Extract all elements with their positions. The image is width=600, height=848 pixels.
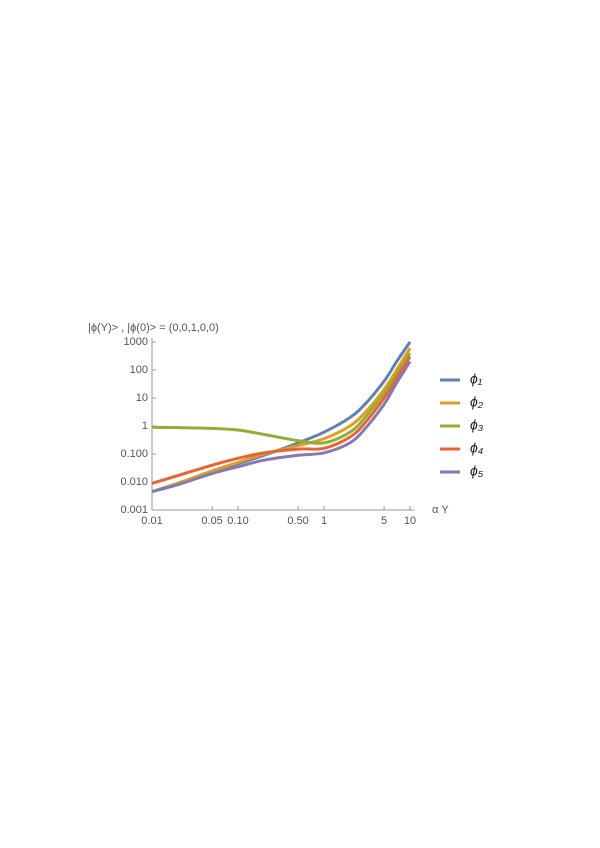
x-tick-label: 5 <box>381 515 387 527</box>
x-axis-title: α Y <box>432 504 449 516</box>
legend-label: ϕ₂ <box>470 394 484 410</box>
y-tick-label: 0.100 <box>120 448 148 460</box>
series-line <box>151 355 412 485</box>
legend-label: ϕ₄ <box>470 440 484 456</box>
x-tick-label: 0.50 <box>287 515 308 527</box>
legend-label: ϕ₁ <box>470 371 483 387</box>
x-tick-label: 0.05 <box>201 515 222 527</box>
x-tick-label: 10 <box>404 515 416 527</box>
x-tick-label: 1 <box>321 515 327 527</box>
y-tick-label: 100 <box>130 364 148 376</box>
series-line <box>151 352 412 445</box>
legend-label: ϕ₃ <box>470 417 484 433</box>
y-tick-label: 0.001 <box>120 504 148 516</box>
y-tick-label: 1000 <box>124 336 148 348</box>
legend-label: ϕ₅ <box>470 463 484 479</box>
series-line <box>151 360 412 494</box>
x-tick-label: 0.10 <box>227 515 248 527</box>
y-tick-label: 0.010 <box>120 476 148 488</box>
x-tick-label: 0.01 <box>141 515 162 527</box>
y-tick-label: 1 <box>142 420 148 432</box>
y-axis-title: |ϕ(Y)> , |ϕ(0)> = (0,0,1,0,0) <box>88 322 219 334</box>
y-tick-label: 10 <box>136 392 148 404</box>
